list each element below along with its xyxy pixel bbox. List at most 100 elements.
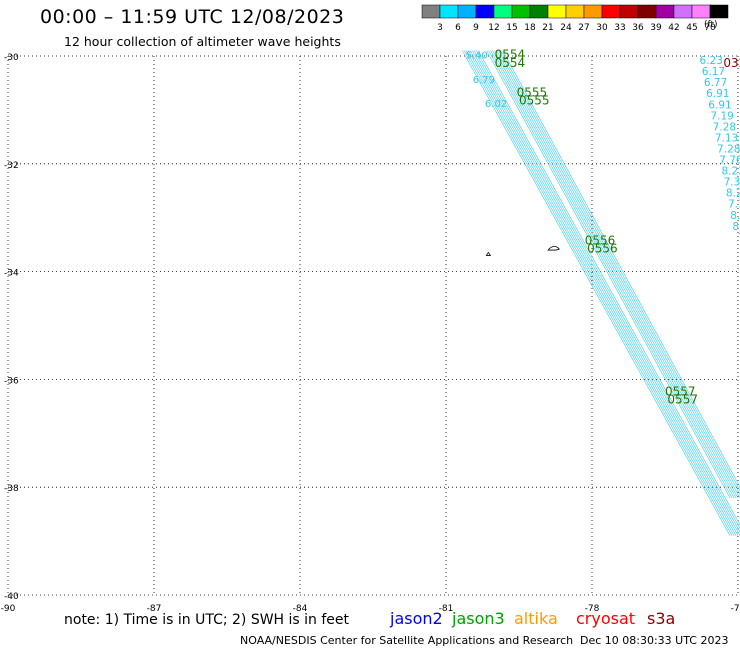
footer-generated-date: Dec 10 08:30:33 UTC 2023 <box>580 634 729 647</box>
pass-label: 0555 <box>519 94 550 108</box>
satellite-track-line <box>502 50 740 488</box>
longitude-label: -81 <box>439 604 454 614</box>
color-scale-label: 12 <box>488 23 499 33</box>
color-scale-swatch <box>421 4 441 19</box>
satellite-track-line <box>462 50 731 536</box>
satellite-track-line <box>494 50 739 499</box>
pass-label: 0556 <box>585 234 616 248</box>
track-wave-height-label: 8.23 <box>721 166 740 178</box>
track-wave-height-label: 7.13 <box>715 132 738 144</box>
latitude-label: -40 <box>4 592 19 602</box>
pass-label: 0554 <box>495 48 526 62</box>
color-scale-label: 21 <box>542 23 553 33</box>
pass-label: 0557 <box>665 385 696 399</box>
color-scale-swatch <box>529 4 549 19</box>
color-scale-unit: (ft) <box>704 20 718 30</box>
color-scale-label: 15 <box>506 23 517 33</box>
longitude-label: -78 <box>585 604 600 614</box>
satellite-track-line <box>492 50 737 499</box>
track-wave-height-label: 8.08 <box>730 210 740 222</box>
color-scale-label: 24 <box>560 23 572 33</box>
longitude-label: -87 <box>147 604 162 614</box>
color-scale-swatch <box>673 4 693 19</box>
color-scale-swatch <box>655 4 675 19</box>
satellite-track-line <box>466 50 735 536</box>
satellite-track-line <box>474 50 740 533</box>
track-wave-height-label: 8.27 <box>726 188 740 200</box>
track-wave-height-label: 7.4 <box>738 232 740 244</box>
satellite-track-line <box>472 50 740 536</box>
color-scale-label: 6 <box>455 23 461 33</box>
satellite-track-line <box>496 50 740 499</box>
satellite-legend-s3a: s3a <box>647 609 676 628</box>
satellite-track-line <box>470 50 739 536</box>
color-scale-swatch <box>601 4 621 19</box>
color-scale-swatch <box>637 4 657 19</box>
pass-label: 0555 <box>517 85 548 99</box>
color-scale-label: 39 <box>650 23 662 33</box>
color-scale-label: 27 <box>578 23 589 33</box>
satellite-track-line <box>486 50 731 499</box>
longitude-label: -84 <box>293 604 308 614</box>
cryosat-pass-label: 0325 <box>723 56 740 70</box>
satellite-track-line <box>488 50 733 499</box>
satellite-track-line <box>498 50 740 496</box>
color-scale-label: 36 <box>632 23 644 33</box>
color-scale-label: 3 <box>437 23 443 33</box>
satellite-track-line <box>490 50 735 499</box>
color-scale-swatch <box>475 4 495 19</box>
chart-title: 00:00 – 11:59 UTC 12/08/2023 <box>40 6 345 28</box>
track-wave-height-label: 6.91 <box>706 88 729 100</box>
latitude-label: -36 <box>4 376 19 386</box>
color-scale-swatch <box>619 4 639 19</box>
track-wave-height-label: 6.79 <box>473 75 495 86</box>
satellite-track-line <box>500 50 740 492</box>
color-scale-swatch <box>691 4 711 19</box>
track-wave-height-label: 6.02 <box>485 99 507 110</box>
track-wave-height-label: 8.29 <box>732 221 740 233</box>
color-scale-swatch <box>709 4 729 19</box>
island-outline <box>547 246 560 251</box>
longitude-label: -75 <box>731 604 740 614</box>
longitude-label: -90 <box>1 604 16 614</box>
latitude-label: -30 <box>4 53 19 63</box>
footer-note: note: 1) Time is in UTC; 2) SWH is in fe… <box>64 612 350 628</box>
track-wave-height-label: 6.77 <box>704 77 727 89</box>
satellite-track-line <box>476 50 740 530</box>
satellite-legend-altika: altika <box>514 609 558 628</box>
track-wave-height-label: 6.23 <box>700 55 723 67</box>
track-wave-height-label: 7.76 <box>719 155 740 167</box>
satellite-track-line <box>478 50 740 526</box>
color-scale-label: 42 <box>668 23 679 33</box>
color-scale-label: 33 <box>614 23 625 33</box>
track-wave-height-label: 7.28 <box>713 121 736 133</box>
track-wave-height-label: 7.38 <box>724 177 740 189</box>
color-scale-swatch <box>439 4 459 19</box>
chart-subtitle: 12 hour collection of altimeter wave hei… <box>64 34 341 49</box>
color-scale-label: 45 <box>686 23 697 33</box>
island-outline <box>485 251 492 256</box>
pass-label: 0556 <box>587 242 618 256</box>
color-scale-label: 18 <box>524 23 536 33</box>
color-scale-swatch <box>565 4 585 19</box>
footer-credit: NOAA/NESDIS Center for Satellite Applica… <box>240 634 574 647</box>
satellite-track-line <box>464 50 733 536</box>
color-scale-swatch <box>457 4 477 19</box>
color-scale-label: 70 <box>704 23 716 33</box>
track-wave-height-label: 7.19 <box>710 110 733 122</box>
color-scale-swatch <box>511 4 531 19</box>
satellite-legend-jason3: jason3 <box>452 609 505 628</box>
satellite-legend-jason2: jason2 <box>390 609 443 628</box>
pass-label: 0557 <box>667 393 698 407</box>
color-scale-label: 30 <box>596 23 608 33</box>
latitude-label: -38 <box>4 484 19 494</box>
pass-label: 0554 <box>495 56 526 70</box>
latitude-label: -34 <box>4 269 19 279</box>
satellite-legend-cryosat: cryosat <box>576 609 636 628</box>
track-wave-height-label: 7.28 <box>717 143 740 155</box>
track-wave-height-label: 5.40 <box>465 51 487 62</box>
color-scale-swatch <box>493 4 513 19</box>
track-wave-height-label: 6.91 <box>708 99 731 111</box>
color-scale-swatch <box>583 4 603 19</box>
